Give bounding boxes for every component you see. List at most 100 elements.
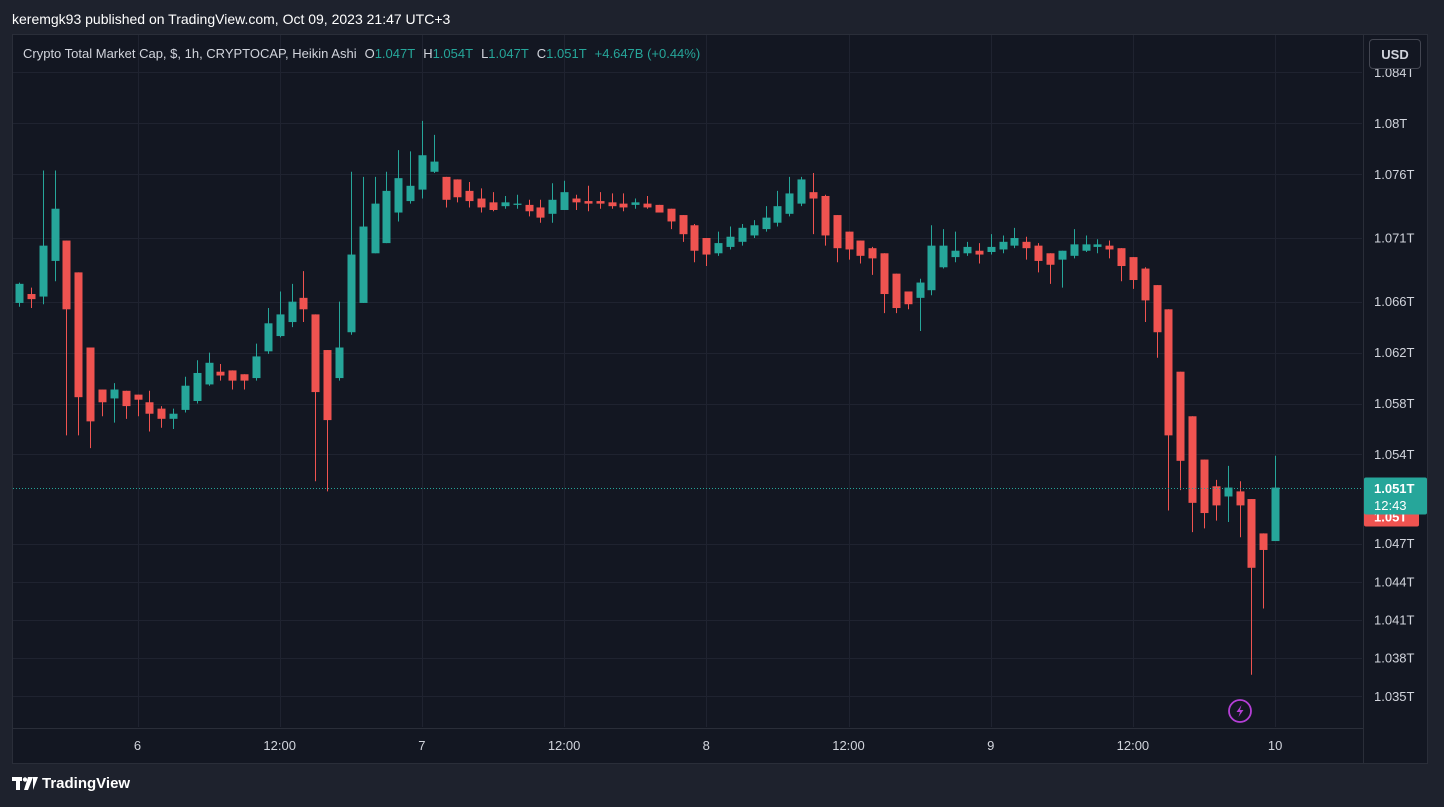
candle-body: [856, 240, 865, 256]
candle-down: [1176, 371, 1185, 491]
candle-body: [560, 192, 569, 210]
candle-up: [927, 225, 936, 296]
candle-body: [442, 176, 451, 200]
candle-up: [513, 194, 522, 209]
chart-pane[interactable]: [12, 34, 1428, 764]
close-value: 1.051T: [546, 46, 587, 61]
candle-body: [1259, 533, 1268, 550]
candle-up: [347, 171, 356, 335]
candle-body: [157, 408, 166, 419]
change-value: +4.647B (+0.44%): [594, 46, 701, 61]
price-axis-label: 1.035T: [1374, 689, 1415, 704]
candle-down: [845, 231, 854, 260]
time-axis-label: 12:00: [263, 738, 296, 753]
candle-body: [169, 413, 178, 419]
high-value: 1.054T: [432, 46, 474, 61]
candle-body: [762, 217, 771, 230]
tradingview-logo[interactable]: TradingView: [12, 775, 130, 792]
candle-body: [205, 362, 214, 385]
candle-up: [359, 176, 368, 303]
candle-up: [951, 231, 960, 263]
candle-down: [868, 246, 877, 275]
candle-body: [501, 202, 510, 207]
price-axis-label: 1.038T: [1374, 651, 1415, 666]
currency-button[interactable]: USD: [1369, 39, 1421, 69]
candle-up: [773, 190, 782, 227]
candle-down: [240, 374, 249, 390]
candle-body: [880, 253, 889, 295]
candle-body: [939, 245, 948, 268]
candle-up: [762, 206, 771, 232]
candle-body: [465, 190, 474, 202]
candle-body: [1022, 241, 1031, 249]
candle-down: [62, 240, 71, 436]
candle-up: [785, 176, 794, 217]
candle-up: [288, 283, 297, 328]
time-axis-label: 12:00: [832, 738, 865, 753]
top-bar: keremgk93 published on TradingView.com, …: [0, 0, 1444, 34]
time-axis-label: 10: [1268, 738, 1282, 753]
candle-body: [536, 207, 545, 218]
candle-down: [1247, 499, 1256, 675]
candle-up: [1082, 235, 1091, 253]
candle-body: [904, 291, 913, 305]
candle-body: [394, 178, 403, 213]
price-axis-label: 1.071T: [1374, 231, 1415, 246]
candle-body: [809, 192, 818, 199]
candle-down: [145, 390, 154, 432]
candle-down: [74, 272, 83, 436]
candle-body: [975, 250, 984, 255]
low-value: 1.047T: [488, 46, 529, 61]
candle-down: [442, 176, 451, 208]
candle-down: [453, 179, 462, 203]
time-axis-label: 9: [987, 738, 994, 753]
candle-up: [1058, 250, 1067, 288]
lightning-icon[interactable]: [1228, 699, 1252, 723]
bottom-bar: [0, 764, 1444, 807]
candle-up: [916, 278, 925, 331]
candle-body: [773, 206, 782, 223]
candle-down: [489, 192, 498, 212]
candle-body: [584, 201, 593, 204]
candle-down: [98, 389, 107, 417]
candle-body: [1141, 268, 1150, 301]
candle-down: [856, 240, 865, 264]
close-label: C: [536, 46, 547, 61]
candle-body: [335, 347, 344, 379]
candle-body: [489, 202, 498, 210]
candle-body: [1153, 285, 1162, 333]
candle-body: [619, 203, 628, 208]
candle-down: [1164, 309, 1173, 511]
candle-up: [939, 229, 948, 269]
candle-body: [667, 208, 676, 222]
time-axis: 6 12:00 7 12:00 8 12:00 9 12:00 10: [134, 738, 1282, 753]
candle-down: [1022, 236, 1031, 260]
candle-up: [560, 180, 569, 210]
candle-down: [833, 215, 842, 263]
candle-body: [1164, 309, 1173, 436]
candle-body: [1058, 250, 1067, 260]
candle-down: [477, 188, 486, 213]
bar-countdown-label: 12:43: [1374, 498, 1407, 513]
symbol-description[interactable]: Crypto Total Market Cap, $, 1h, CRYPTOCA…: [23, 46, 357, 61]
candle-body: [1046, 253, 1055, 265]
candle-body: [74, 272, 83, 398]
candle-down: [904, 291, 913, 310]
candle-body: [726, 236, 735, 247]
candle-body: [299, 297, 308, 310]
candle-down: [1117, 248, 1126, 282]
candle-body: [418, 155, 427, 190]
candle-body: [276, 314, 285, 337]
candle-body: [1129, 257, 1138, 281]
price-axis-label: 1.041T: [1374, 613, 1415, 628]
candle-up: [738, 223, 747, 246]
candle-down: [228, 370, 237, 390]
candle-up: [169, 408, 178, 429]
candle-down: [809, 173, 818, 235]
candle-up: [371, 176, 380, 254]
chart-legend: Crypto Total Market Cap, $, 1h, CRYPTOCA…: [23, 46, 700, 61]
price-axis: 1.084T1.08T1.076T1.071T1.066T1.062T1.058…: [1374, 65, 1415, 704]
candle-down: [690, 223, 699, 263]
candle-up: [110, 383, 119, 423]
